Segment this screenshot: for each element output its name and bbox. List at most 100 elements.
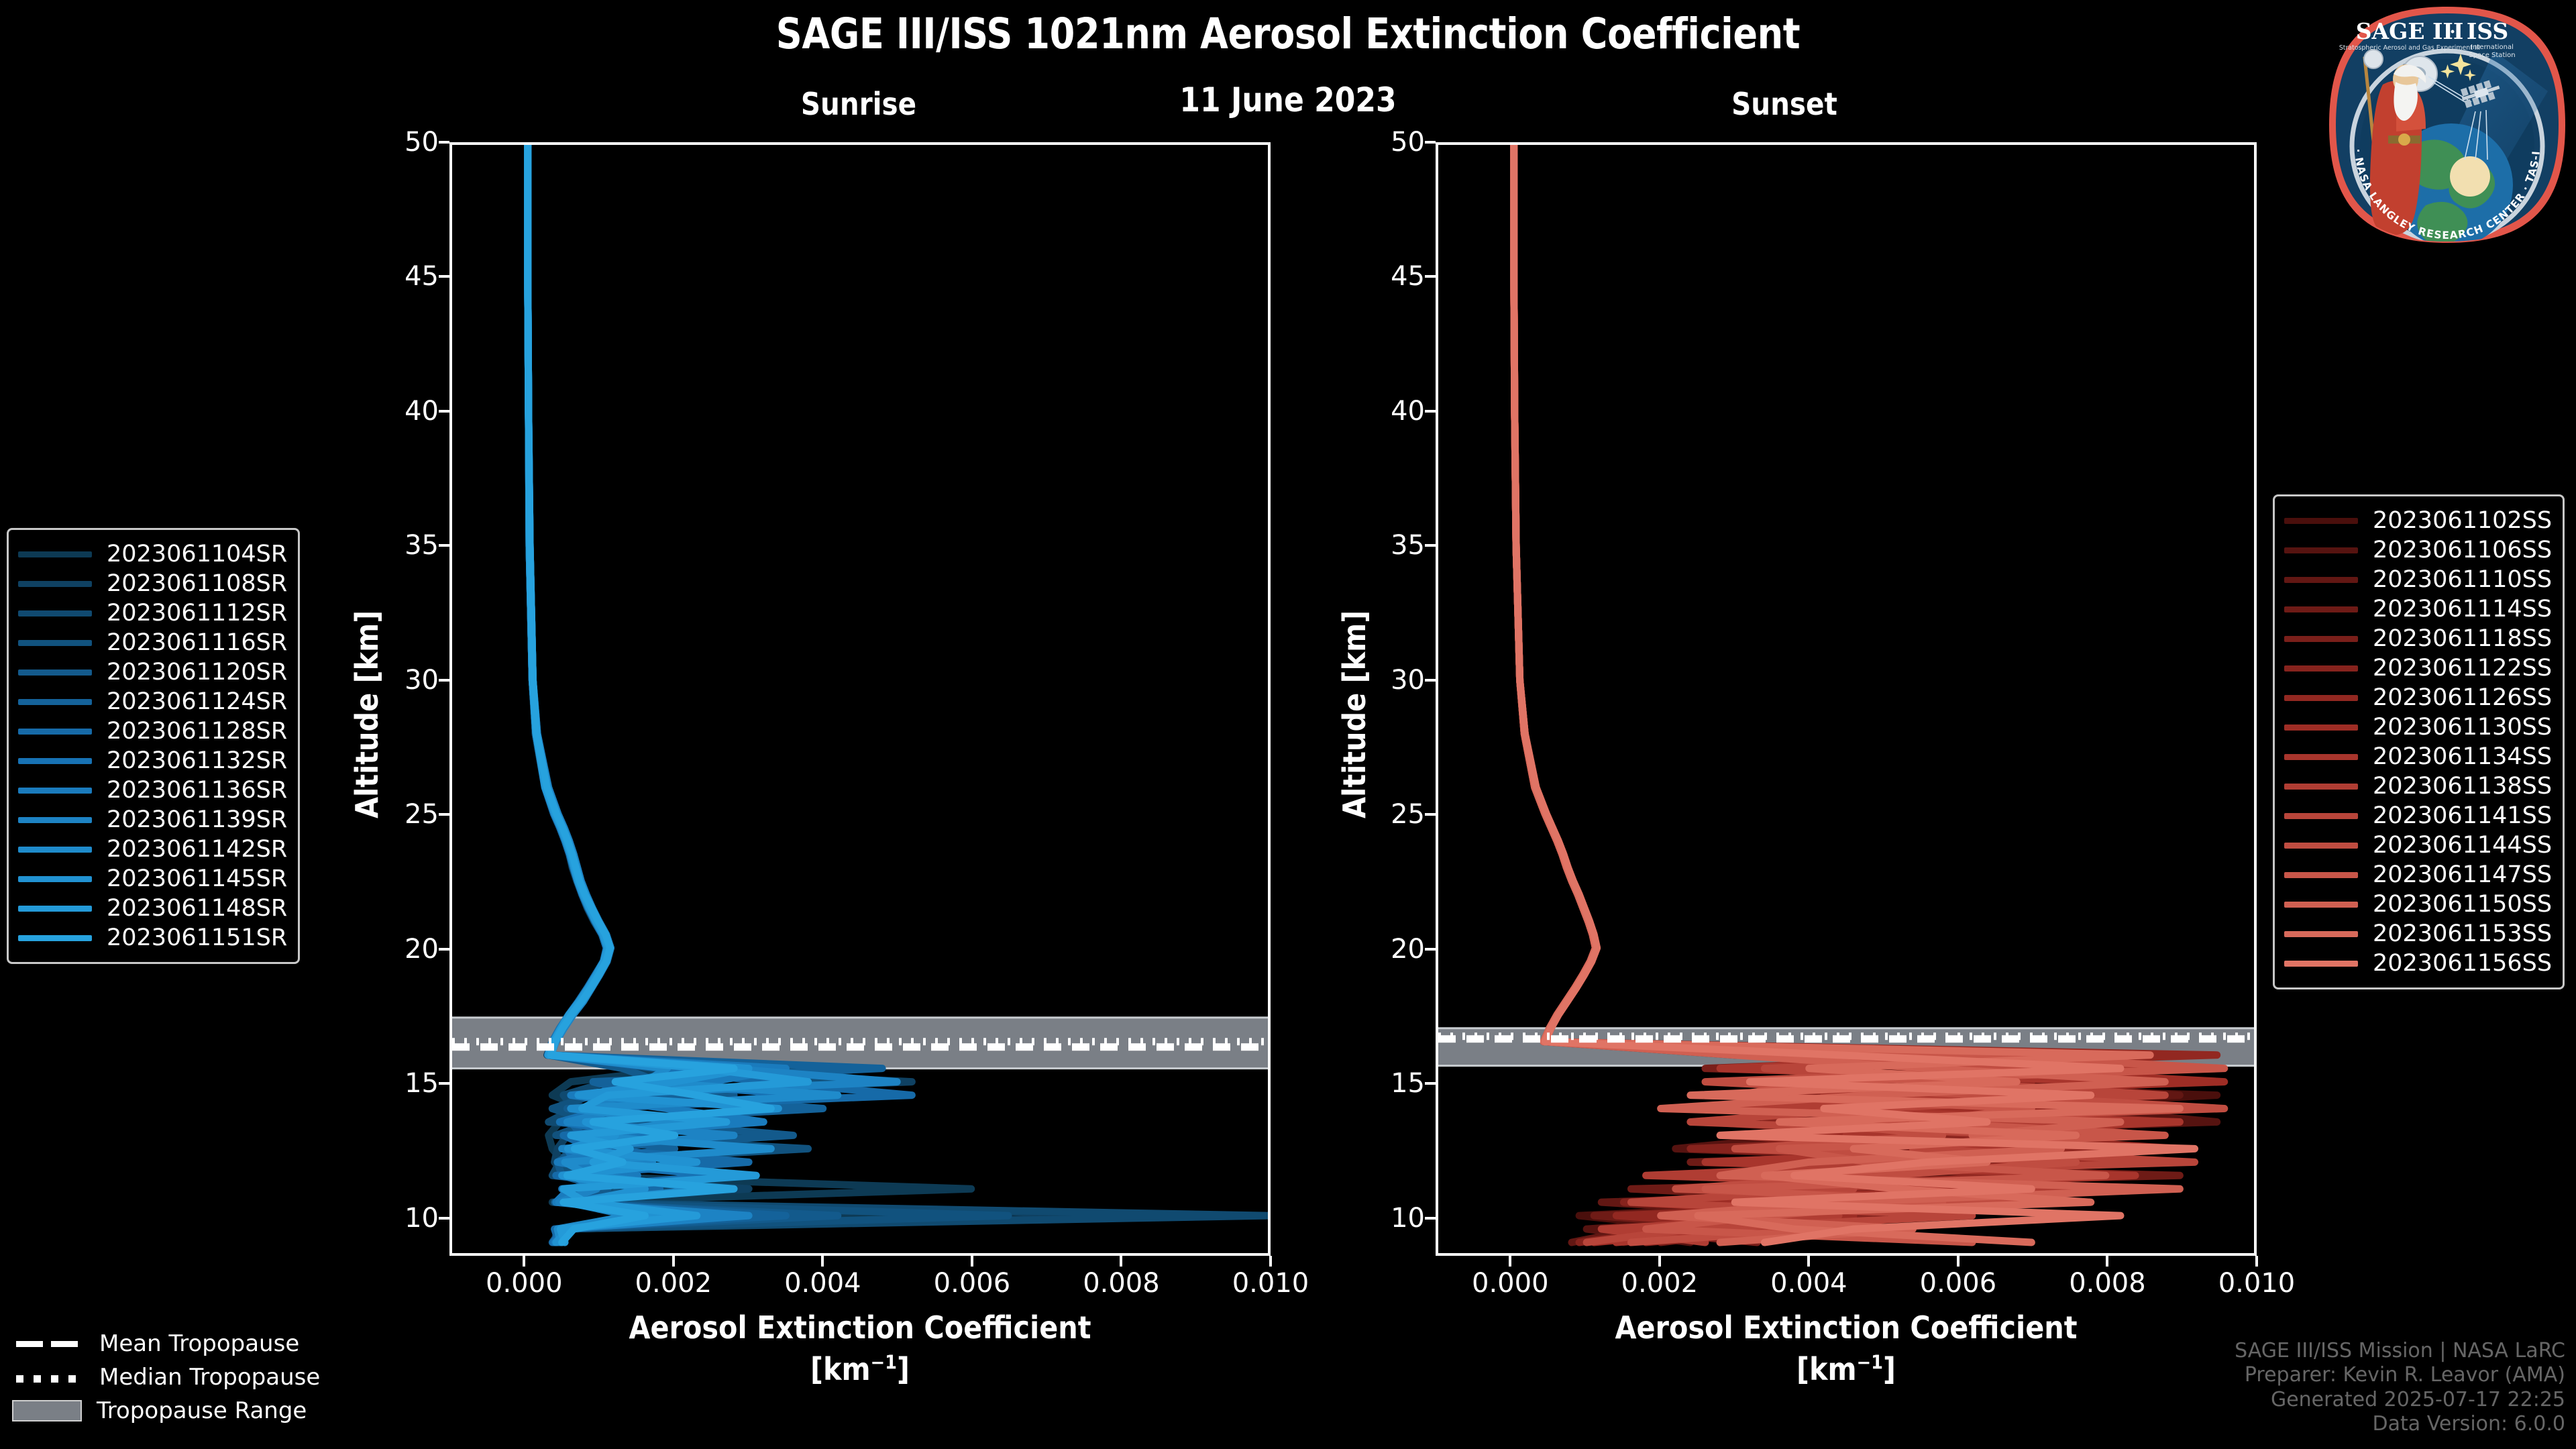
- dot: [34, 1375, 41, 1383]
- legend-item[interactable]: 2023061148SR: [18, 894, 287, 923]
- x-tick-mark: [2255, 1256, 2258, 1267]
- legend-item-label: 2023061151SR: [107, 924, 288, 951]
- x-tick-label: 0.004: [784, 1268, 861, 1299]
- x-tick-label: 0.000: [486, 1268, 563, 1299]
- legend-item-label: 2023061148SR: [107, 895, 288, 922]
- legend-color-swatch: [2284, 783, 2358, 790]
- y-tick-label: 10: [1391, 1202, 1425, 1234]
- legend-item[interactable]: 2023061132SR: [18, 746, 287, 775]
- legend-item[interactable]: 2023061112SR: [18, 598, 287, 628]
- legend-item-label: 2023061130SS: [2373, 714, 2553, 741]
- x-tick-label: 0.010: [2218, 1268, 2296, 1299]
- legend-item[interactable]: 2023061136SR: [18, 775, 287, 805]
- legend-item[interactable]: 2023061104SR: [18, 539, 287, 569]
- legend-color-swatch: [18, 875, 92, 882]
- y-tick-label: 30: [1391, 664, 1425, 696]
- plot-panel-sunset: [1436, 142, 2257, 1256]
- legend-item[interactable]: 2023061144SS: [2284, 830, 2552, 860]
- x-tick-label: 0.006: [1919, 1268, 1997, 1299]
- legend-item-label: 2023061110SS: [2373, 566, 2553, 593]
- x-tick-mark: [1807, 1256, 1811, 1267]
- legend-item-label: 2023061126SS: [2373, 684, 2553, 711]
- legend-color-swatch: [18, 639, 92, 646]
- y-tick-mark: [1425, 1216, 1436, 1220]
- logo-title-right: ISS: [2467, 18, 2508, 44]
- tropopause-legend-label: Tropopause Range: [97, 1397, 307, 1424]
- tropopause-legend-label: Mean Tropopause: [99, 1330, 300, 1357]
- legend-item-label: 2023061156SS: [2373, 950, 2553, 977]
- legend-item[interactable]: 2023061153SS: [2284, 919, 2552, 949]
- legend-color-swatch: [2284, 694, 2358, 701]
- y-tick-mark: [439, 678, 449, 682]
- x-axis-unit-left: [km−1]: [810, 1351, 910, 1387]
- legend-color-swatch: [2284, 547, 2358, 553]
- legend-item-label: 2023061134SS: [2373, 743, 2553, 770]
- legend-item[interactable]: 2023061116SR: [18, 628, 287, 657]
- tropopause-legend-item[interactable]: Tropopause Range: [12, 1394, 320, 1428]
- legend-item[interactable]: 2023061138SS: [2284, 771, 2552, 801]
- legend-item-label: 2023061122SS: [2373, 655, 2553, 682]
- tropopause-legend-item[interactable]: Mean Tropopause: [12, 1327, 320, 1360]
- tropopause-legend-item[interactable]: Median Tropopause: [12, 1360, 320, 1394]
- legend-item-label: 2023061118SS: [2373, 625, 2553, 652]
- y-tick-mark: [1425, 141, 1436, 144]
- x-tick-mark: [2106, 1256, 2109, 1267]
- legend-item[interactable]: 2023061151SR: [18, 923, 287, 953]
- legend-item[interactable]: 2023061150SS: [2284, 890, 2552, 919]
- legend-item[interactable]: 2023061118SS: [2284, 624, 2552, 653]
- dot: [51, 1375, 58, 1383]
- y-tick-mark: [1425, 947, 1436, 951]
- legend-item[interactable]: 2023061130SS: [2284, 712, 2552, 742]
- legend-item[interactable]: 2023061114SS: [2284, 594, 2552, 624]
- legend-item[interactable]: 2023061124SR: [18, 687, 287, 716]
- panel-title-sunrise: Sunrise: [800, 86, 917, 122]
- legend-color-swatch: [2284, 635, 2358, 642]
- y-tick-mark: [1425, 813, 1436, 816]
- profile-line: [524, 145, 775, 1246]
- legend-item[interactable]: 2023061142SR: [18, 835, 287, 864]
- legend-tropopause[interactable]: Mean Tropopause Median Tropopause Tropopau…: [12, 1327, 320, 1428]
- legend-sunrise[interactable]: 2023061104SR 2023061108SR 2023061112SR 2023…: [7, 528, 301, 964]
- legend-color-swatch: [18, 905, 92, 912]
- x-tick-mark: [1956, 1256, 1960, 1267]
- x-axis-label-text-right: Aerosol Extinction Coefficient: [1615, 1309, 2078, 1346]
- shaded-band-icon: [12, 1400, 82, 1421]
- y-tick-mark: [439, 947, 449, 951]
- legend-item[interactable]: 2023061139SR: [18, 805, 287, 835]
- legend-item-label: 2023061144SS: [2373, 832, 2553, 859]
- legend-item[interactable]: 2023061110SS: [2284, 565, 2552, 594]
- y-axis-label-left: Altitude [km]: [349, 610, 385, 818]
- legend-item[interactable]: 2023061122SS: [2284, 653, 2552, 683]
- sunrise-profile-svg: [452, 145, 1268, 1246]
- legend-color-swatch: [2284, 842, 2358, 849]
- legend-item[interactable]: 2023061145SR: [18, 864, 287, 894]
- x-axis-label-right: Aerosol Extinction Coefficient [km−1]: [1477, 1309, 2216, 1387]
- legend-color-swatch: [18, 580, 92, 587]
- legend-item[interactable]: 2023061141SS: [2284, 801, 2552, 830]
- legend-item-label: 2023061142SR: [107, 836, 288, 863]
- logo-title-dot: ·: [2449, 22, 2455, 42]
- x-tick-mark: [1120, 1256, 1123, 1267]
- legend-item[interactable]: 2023061120SR: [18, 657, 287, 687]
- legend-color-swatch: [18, 551, 92, 557]
- legend-item[interactable]: 2023061147SS: [2284, 860, 2552, 890]
- legend-item[interactable]: 2023061128SR: [18, 716, 287, 746]
- y-tick-mark: [1425, 1082, 1436, 1085]
- logo-subtitle-right-2: Space Station: [2469, 52, 2515, 59]
- legend-item[interactable]: 2023061156SS: [2284, 949, 2552, 978]
- x-axis-label-left: Aerosol Extinction Coefficient [km−1]: [490, 1309, 1230, 1387]
- legend-color-swatch: [18, 610, 92, 616]
- y-tick-label: 20: [405, 933, 439, 965]
- y-tick-label: 25: [1391, 799, 1425, 830]
- legend-item[interactable]: 2023061102SS: [2284, 506, 2552, 535]
- legend-item[interactable]: 2023061134SS: [2284, 742, 2552, 771]
- legend-color-swatch: [2284, 665, 2358, 672]
- legend-item[interactable]: 2023061106SS: [2284, 535, 2552, 565]
- legend-color-swatch: [18, 846, 92, 853]
- legend-item[interactable]: 2023061108SR: [18, 569, 287, 598]
- legend-item[interactable]: 2023061126SS: [2284, 683, 2552, 712]
- x-tick-mark: [821, 1256, 824, 1267]
- legend-sunset[interactable]: 2023061102SS 2023061106SS 2023061110SS 2023…: [2273, 494, 2565, 989]
- y-tick-label: 30: [405, 664, 439, 696]
